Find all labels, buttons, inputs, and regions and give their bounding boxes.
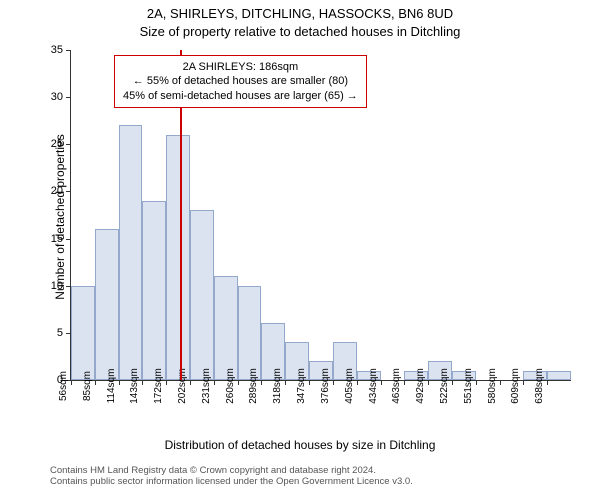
xtick-mark (261, 380, 262, 385)
ytick-label: 10 (51, 280, 63, 292)
xtick-label: 143sqm (129, 368, 140, 404)
xtick-label: 551sqm (463, 368, 474, 404)
xtick-mark (547, 380, 548, 385)
xtick-mark (95, 380, 96, 385)
xtick-label: 492sqm (415, 368, 426, 404)
histogram-bar (71, 286, 95, 380)
xtick-label: 231sqm (201, 368, 212, 404)
x-axis-label: Distribution of detached houses by size … (0, 438, 600, 452)
ytick-mark (66, 191, 71, 192)
xtick-label: 638sqm (534, 368, 545, 404)
xtick-label: 347sqm (296, 368, 307, 404)
ytick-mark (66, 97, 71, 98)
xtick-mark (428, 380, 429, 385)
histogram-bar (95, 229, 119, 380)
xtick-label: 114sqm (106, 369, 117, 404)
xtick-label: 609sqm (510, 368, 521, 404)
info-box-line-1: 2A SHIRLEYS: 186sqm (123, 60, 358, 74)
histogram-bar (166, 135, 190, 380)
xtick-label: 202sqm (177, 368, 188, 404)
ytick-mark (66, 50, 71, 51)
xtick-mark (166, 380, 167, 385)
histogram-bar (190, 210, 214, 380)
xtick-mark (381, 380, 382, 385)
xtick-mark (71, 380, 72, 385)
footer-attribution: Contains HM Land Registry data © Crown c… (50, 465, 413, 487)
xtick-label: 318sqm (272, 368, 283, 404)
xtick-label: 85sqm (82, 371, 93, 401)
xtick-label: 289sqm (248, 368, 259, 404)
xtick-label: 434sqm (368, 368, 379, 404)
histogram-bar (142, 201, 166, 380)
ytick-label: 25 (51, 138, 63, 150)
xtick-mark (285, 380, 286, 385)
xtick-mark (190, 380, 191, 385)
chart-title-main: 2A, SHIRLEYS, DITCHLING, HASSOCKS, BN6 8… (0, 6, 600, 21)
xtick-label: 405sqm (344, 368, 355, 404)
ytick-label: 5 (57, 327, 63, 339)
xtick-mark (142, 380, 143, 385)
xtick-mark (309, 380, 310, 385)
xtick-label: 376sqm (320, 368, 331, 404)
histogram-bar (547, 371, 571, 380)
histogram-bar (238, 286, 262, 380)
xtick-label: 56sqm (58, 371, 69, 401)
xtick-label: 580sqm (487, 368, 498, 404)
footer-line-2: Contains public sector information licen… (50, 476, 413, 487)
info-box: 2A SHIRLEYS: 186sqm← 55% of detached hou… (114, 55, 367, 108)
ytick-label: 30 (51, 91, 63, 103)
xtick-label: 260sqm (225, 368, 236, 404)
y-axis-label: Number of detached properties (53, 87, 67, 347)
xtick-label: 522sqm (439, 368, 450, 404)
info-box-line-3: 45% of semi-detached houses are larger (… (123, 89, 358, 103)
footer-line-1: Contains HM Land Registry data © Crown c… (50, 465, 413, 476)
xtick-mark (500, 380, 501, 385)
xtick-mark (214, 380, 215, 385)
histogram-bar (214, 276, 238, 380)
xtick-mark (452, 380, 453, 385)
xtick-mark (476, 380, 477, 385)
xtick-label: 463sqm (391, 368, 402, 404)
xtick-mark (238, 380, 239, 385)
xtick-mark (333, 380, 334, 385)
chart-title-sub: Size of property relative to detached ho… (0, 24, 600, 39)
xtick-mark (523, 380, 524, 385)
ytick-label: 15 (51, 233, 63, 245)
ytick-mark (66, 144, 71, 145)
ytick-label: 20 (51, 185, 63, 197)
ytick-label: 35 (51, 44, 63, 56)
ytick-mark (66, 239, 71, 240)
histogram-bar (119, 125, 143, 380)
info-box-line-2: ← 55% of detached houses are smaller (80… (123, 74, 358, 88)
xtick-mark (357, 380, 358, 385)
xtick-mark (404, 380, 405, 385)
xtick-mark (119, 380, 120, 385)
xtick-label: 172sqm (153, 368, 164, 404)
